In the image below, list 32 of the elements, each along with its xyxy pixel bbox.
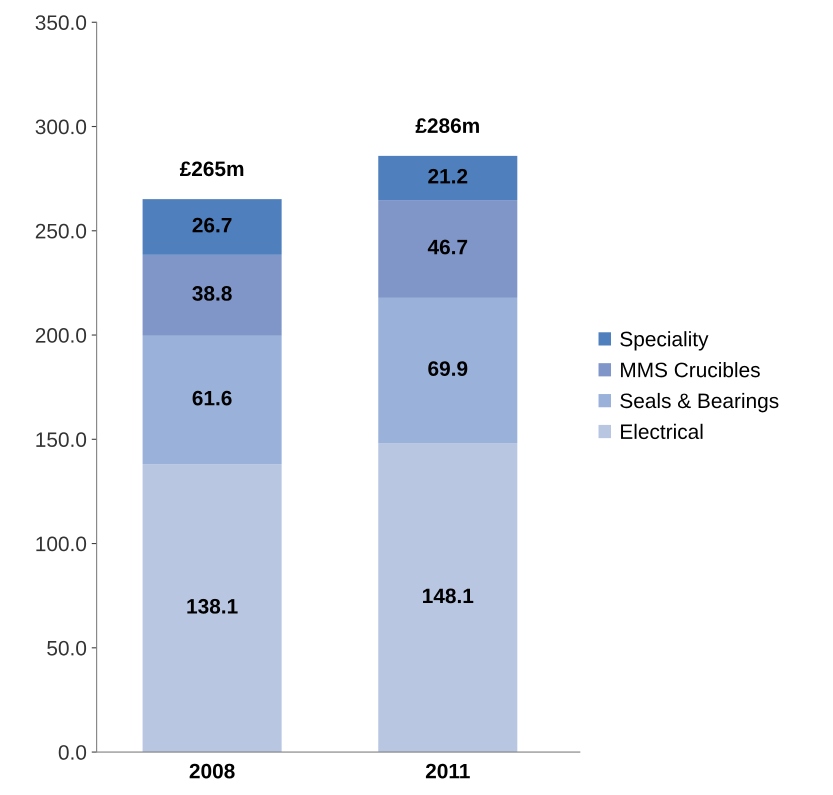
data-label: 21.2 [428,168,468,184]
y-tick-label: 0.0 [58,745,86,760]
y-tick-label: 350.0 [36,15,86,30]
bar [142,199,282,255]
bar [378,200,518,298]
data-label: 138.1 [187,598,238,614]
total-label: £286m [416,118,479,134]
legend-label: MMS Crucibles [621,362,760,378]
bar [378,298,518,444]
y-tick-label: 150.0 [36,432,86,448]
legend-label: Speciality [620,331,708,351]
bar [378,156,518,200]
data-label: 148.1 [423,588,474,604]
legend-label: Seals & Bearings [620,392,778,412]
y-tick-label: 300.0 [36,120,86,134]
x-tick-label: 2008 [190,764,235,778]
legend-label: Electrical [621,424,702,440]
y-tick-label: 100.0 [36,536,86,552]
bar [142,336,282,464]
data-label: 61.6 [192,390,232,406]
y-tick-label: 200.0 [36,328,86,343]
bar [378,443,518,752]
y-tick-label: 250.0 [36,224,86,239]
y-tick-label: 50.0 [47,640,86,656]
x-tick-label: 2011 [426,764,470,778]
bar [142,254,282,336]
data-label: 38.8 [192,286,232,301]
data-label: 26.7 [192,218,232,233]
data-label: 46.7 [428,240,468,254]
bar [142,464,282,752]
data-label: 69.9 [428,361,468,376]
total-label: £265m [180,161,244,176]
